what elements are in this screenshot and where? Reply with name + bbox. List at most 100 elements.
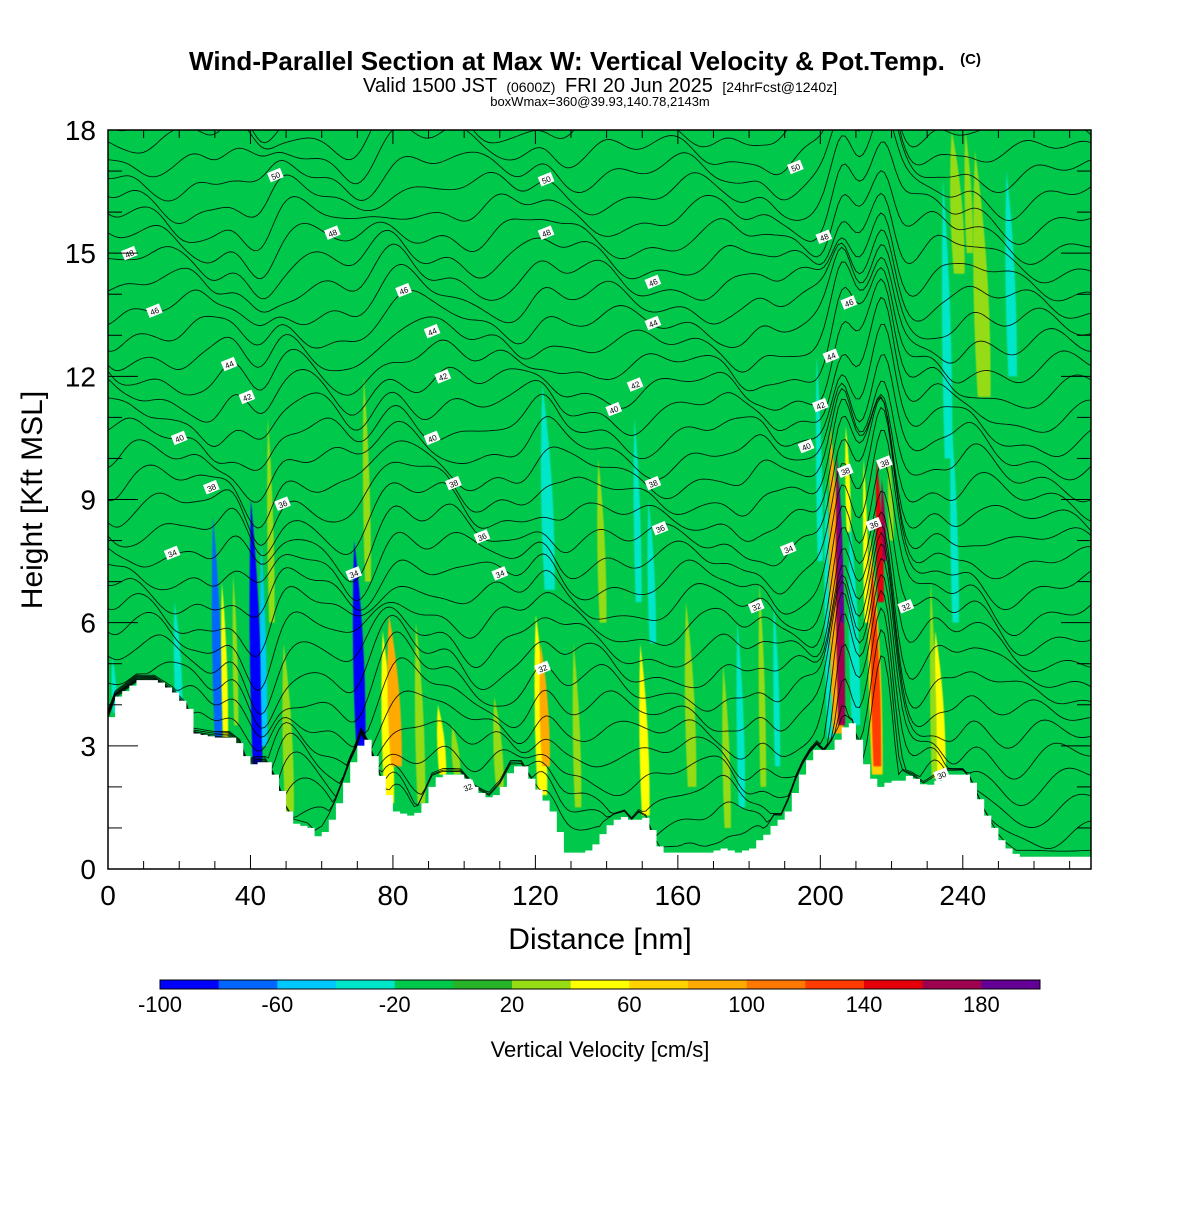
contour-label: 38: [836, 463, 854, 479]
contour-label-bg: [747, 598, 765, 614]
colorbar-swatch: [512, 980, 572, 989]
contour-label: 44: [644, 315, 662, 331]
contour-label-text: 36: [868, 519, 880, 531]
contour-label-bg: [644, 475, 662, 491]
velocity-streak: [647, 499, 657, 644]
contour-label: 46: [840, 295, 858, 310]
contour-label: 32: [897, 598, 915, 614]
contour-label: 42: [238, 389, 256, 405]
isentrope-line: [108, 396, 1091, 583]
velocity-streak: [267, 417, 275, 623]
colorbar-swatch: [277, 980, 337, 989]
contour-label-text: 42: [815, 400, 827, 412]
contour-label-text: 50: [790, 162, 802, 174]
isentrope-line: [108, 523, 1091, 729]
svg-text:Valid 1500 JST (0600Z): Valid 1500 JST (0600Z) FRI 20 Jun 2025 […: [363, 75, 837, 97]
velocity-streak: [387, 614, 402, 767]
x-tick-label: 200: [797, 880, 844, 911]
colorbar-swatch: [218, 980, 278, 989]
contour-label: 34: [345, 566, 363, 581]
x-tick-label: 80: [377, 880, 408, 911]
isentrope-line: [108, 296, 1091, 447]
contour-label: 34: [779, 541, 797, 557]
contour-label-text: 48: [327, 228, 339, 240]
contour-label-text: 40: [427, 433, 439, 445]
colorbar-tick-label: 20: [500, 992, 524, 1017]
contour-label-text: 34: [783, 544, 795, 556]
contour-label-bg: [267, 167, 284, 183]
colorbar-tick-label: 180: [963, 992, 1000, 1017]
contour-label: 48: [815, 229, 833, 245]
contour-label-text: 32: [537, 663, 549, 675]
contour-label-bg: [822, 348, 840, 364]
contour-label-bg: [434, 369, 452, 384]
contour-label: 50: [267, 167, 284, 183]
colorbar-swatch: [570, 980, 630, 989]
contour-label: 42: [626, 377, 644, 392]
contour-label: 36: [651, 520, 669, 536]
colorbar-swatch: [688, 980, 748, 989]
chart-title: Wind-Parallel Section at Max W: Vertical…: [189, 46, 945, 76]
box-wmax-info: boxWmax=360@39.93,140.78,2143m: [490, 94, 710, 109]
contour-label: 38: [445, 475, 462, 491]
contour-label-bg: [779, 541, 797, 557]
valid-time-utc: (0600Z): [506, 79, 555, 95]
velocity-streak: [875, 458, 884, 603]
contour-label: 40: [797, 438, 815, 454]
isentrope-line: [108, 130, 1091, 202]
contour-label-text: 42: [241, 392, 253, 404]
contour-label-text: 34: [167, 548, 179, 560]
velocity-streak: [1005, 171, 1017, 377]
isentrope-line: [108, 256, 1091, 373]
colorbar-swatch: [336, 980, 396, 989]
isentrope-line: [108, 511, 1091, 716]
velocity-streak: [173, 602, 183, 713]
velocity-streak: [934, 630, 946, 779]
colorbar-swatch: [394, 980, 454, 989]
colorbar-tick-label: -60: [261, 992, 293, 1017]
contour-label-bg: [644, 274, 662, 290]
x-tick-label: 40: [235, 880, 266, 911]
contour-label-text: 40: [608, 404, 620, 416]
isentrope-line: [108, 323, 1091, 471]
velocity-streak: [451, 725, 461, 775]
isentrope-line: [108, 353, 1091, 503]
contour-label-text: 44: [224, 359, 236, 371]
contour-label-bg: [651, 520, 669, 536]
isentrope-line: [108, 542, 1091, 752]
velocity-streak: [973, 150, 991, 397]
velocity-streak: [572, 643, 582, 808]
isentrope-line: [108, 380, 1091, 529]
y-tick-label: 3: [80, 731, 96, 762]
contour-label: 38: [876, 455, 893, 470]
contour-label-text: 36: [655, 523, 667, 535]
contour-label-bg: [534, 660, 551, 676]
contour-label-text: 40: [801, 441, 813, 453]
contour-label-bg: [797, 438, 815, 454]
contour-label: 50: [537, 172, 555, 187]
y-tick-label: 0: [80, 854, 96, 885]
velocity-streak: [211, 515, 223, 738]
velocity-streak: [260, 540, 268, 746]
contour-label-text: 50: [541, 174, 553, 186]
isentrope-line: [108, 406, 1091, 602]
contour-label: 38: [644, 475, 662, 491]
velocity-streak: [414, 622, 426, 804]
y-tick-label: 9: [80, 485, 96, 516]
colorbar-tick-label: 100: [728, 992, 765, 1017]
isentrope-line: [108, 141, 1091, 252]
contour-label-text: 46: [647, 277, 659, 289]
contour-label-bg: [840, 295, 858, 310]
isentrope-line: [108, 229, 1091, 326]
contour-label-bg: [787, 159, 804, 175]
velocity-streak: [950, 417, 959, 623]
contour-label-bg: [897, 598, 915, 614]
contour-label-bg: [145, 303, 163, 318]
contour-label: 32: [534, 660, 551, 676]
contour-label-bg: [324, 225, 341, 240]
contour-label-bg: [423, 430, 441, 446]
velocity-streak: [736, 622, 746, 808]
contour-label-text: 32: [751, 601, 763, 613]
